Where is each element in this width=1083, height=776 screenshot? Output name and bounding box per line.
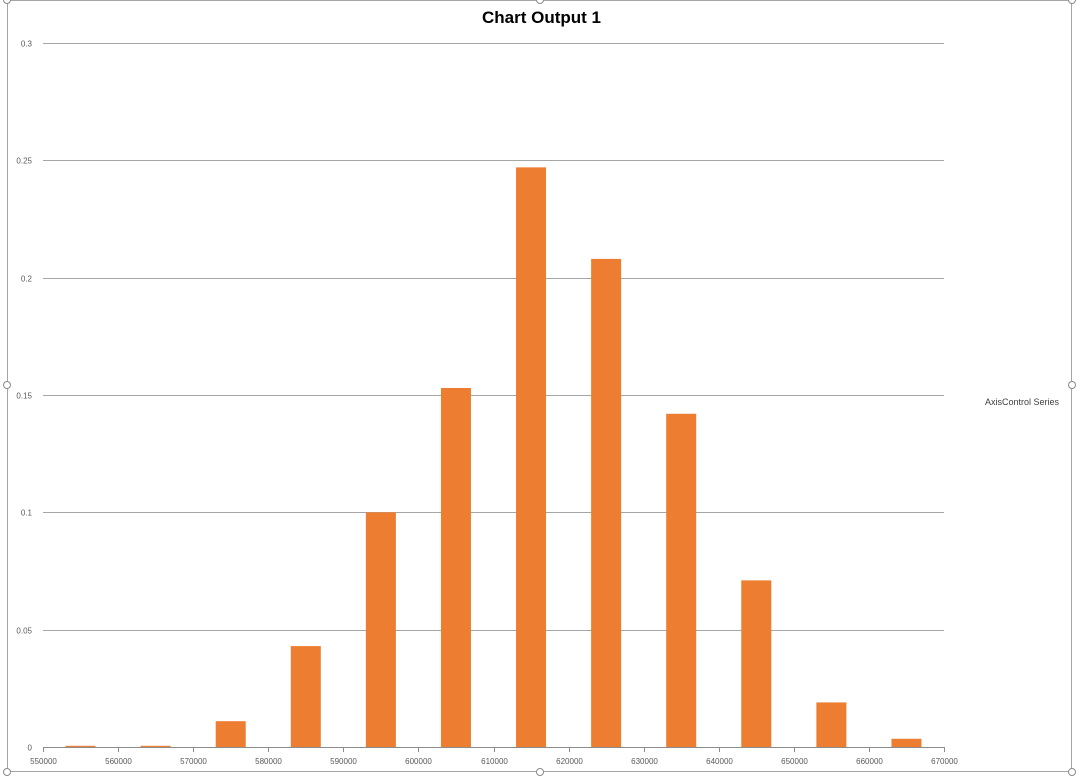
x-tick-label: 640000 xyxy=(706,757,733,766)
histogram-bar[interactable] xyxy=(666,413,697,747)
resize-handle-middle-right[interactable] xyxy=(1068,381,1076,389)
histogram-bar[interactable] xyxy=(65,745,96,747)
x-tick-label: 620000 xyxy=(556,757,583,766)
x-tick-label: 570000 xyxy=(180,757,207,766)
histogram-bar[interactable] xyxy=(591,258,622,747)
histogram-bar[interactable] xyxy=(440,387,471,747)
y-tick-label: 0 xyxy=(28,744,33,753)
histogram-bar[interactable] xyxy=(741,580,772,747)
y-tick-label: 0.2 xyxy=(21,275,33,284)
x-tick-label: 610000 xyxy=(481,757,508,766)
histogram-bar[interactable] xyxy=(365,512,396,747)
y-tick-label: 0.05 xyxy=(16,627,32,636)
x-tick-label: 660000 xyxy=(856,757,883,766)
legend-entry-axiscontrol-series: AxisControl Series xyxy=(985,397,1060,407)
y-tick-label: 0.25 xyxy=(16,157,32,166)
x-tick-label: 600000 xyxy=(405,757,432,766)
x-tick-label: 550000 xyxy=(30,757,57,766)
histogram-bar[interactable] xyxy=(215,721,246,747)
histogram-bar[interactable] xyxy=(516,167,547,747)
y-tick-label: 0.3 xyxy=(21,40,33,49)
x-tick-label: 670000 xyxy=(931,757,958,766)
y-tick-label: 0.15 xyxy=(16,392,32,401)
x-tick-label: 630000 xyxy=(631,757,658,766)
x-tick-label: 580000 xyxy=(255,757,282,766)
histogram-bar[interactable] xyxy=(816,702,847,747)
x-tick-label: 560000 xyxy=(105,757,132,766)
chart-title: Chart Output 1 xyxy=(482,8,601,27)
x-tick-label: 590000 xyxy=(330,757,357,766)
resize-handle-middle-left[interactable] xyxy=(3,381,11,389)
y-tick-label: 0.1 xyxy=(21,509,33,518)
histogram-bar[interactable] xyxy=(290,646,321,747)
histogram-bar[interactable] xyxy=(140,745,171,747)
histogram-bar[interactable] xyxy=(891,738,922,747)
x-tick-label: 650000 xyxy=(781,757,808,766)
